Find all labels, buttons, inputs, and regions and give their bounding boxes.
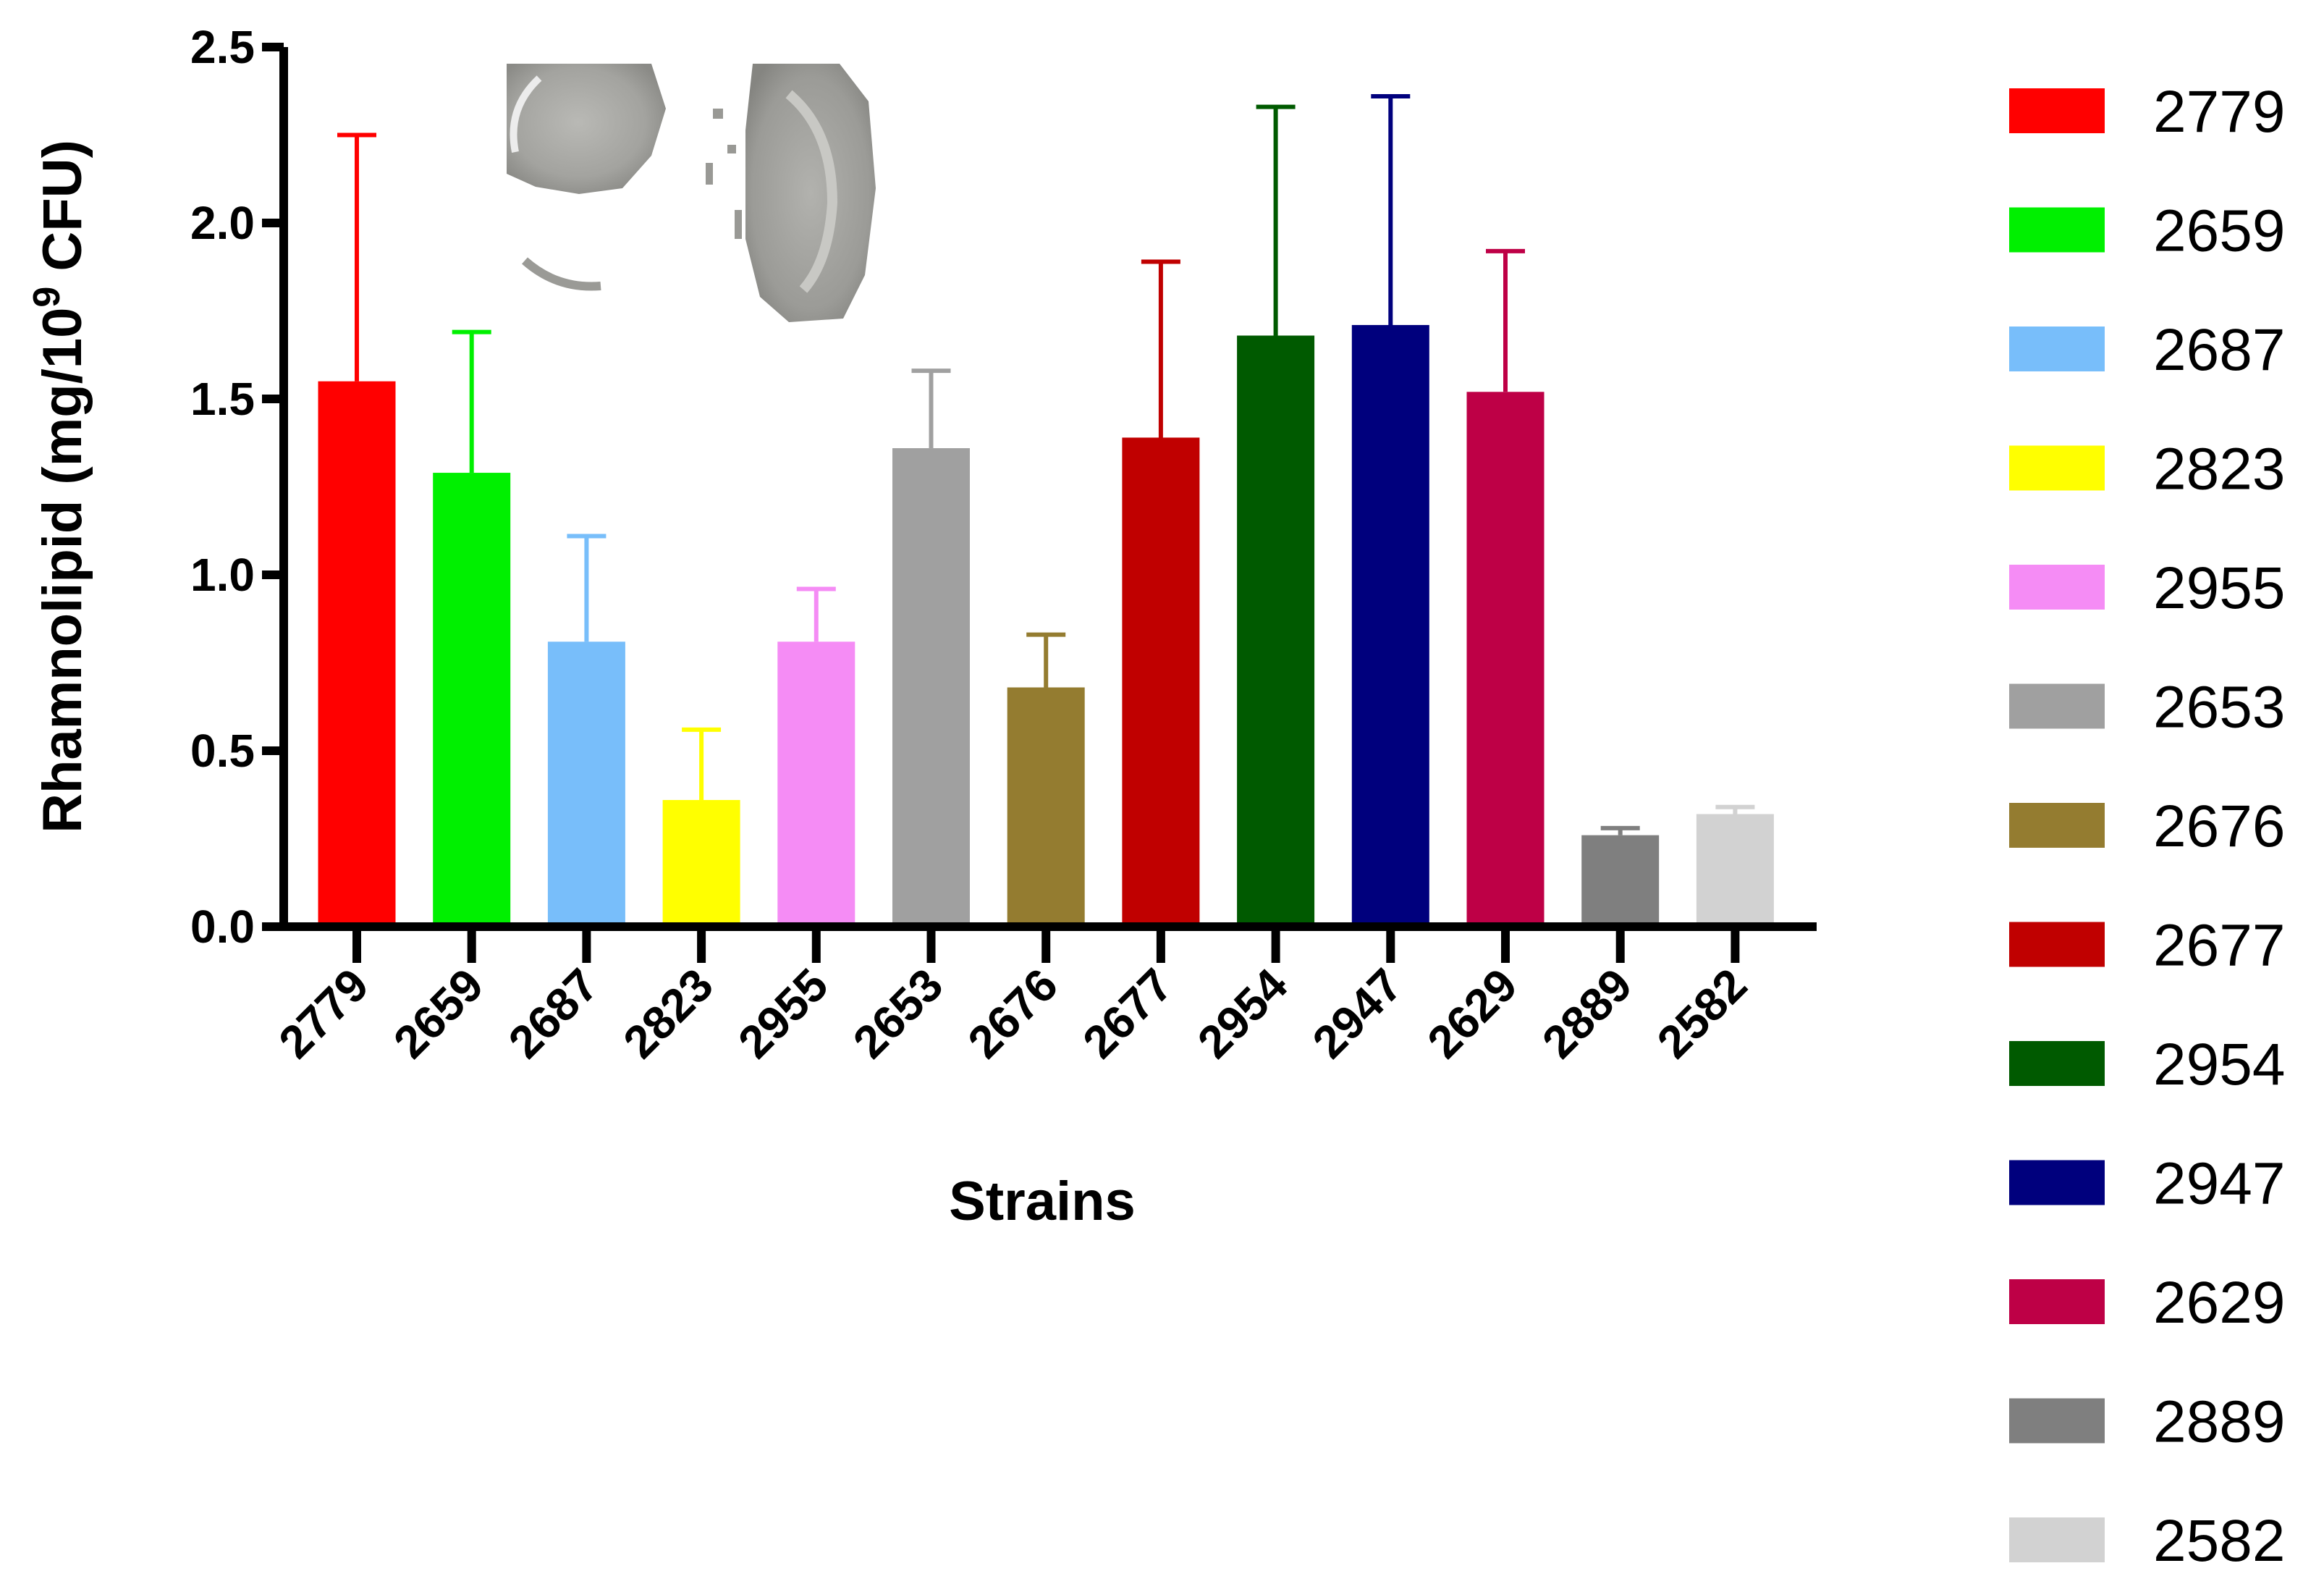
bar-2659 [433,473,511,927]
x-tick-label: 2677 [1073,959,1183,1069]
legend-swatch-2582 [2009,1517,2105,1562]
y-axis-title: Rhamnolipid (mg/109 CFU) [26,140,93,833]
x-tick-label: 2687 [499,959,609,1069]
bar-2955 [777,641,855,927]
x-tick-label: 2779 [269,959,379,1069]
y-tick-label: 2.0 [190,197,255,249]
y-tick-label: 1.5 [190,373,255,425]
legend-label: 2677 [2153,913,2285,979]
x-tick-label: 2947 [1303,959,1413,1069]
legend-swatch-2687 [2009,327,2105,371]
legend-swatch-2676 [2009,803,2105,848]
legend-label: 2889 [2153,1389,2285,1455]
bar-2653 [892,448,970,927]
legend-label: 2582 [2153,1508,2285,1571]
bar-2889 [1581,835,1660,927]
x-tick-label: 2582 [1647,959,1757,1069]
bar-2687 [547,641,625,927]
x-axis-title: Strains [949,1171,1136,1232]
bar-2582 [1696,814,1774,927]
legend-swatch-2779 [2009,88,2105,133]
legend-swatch-2659 [2009,207,2105,253]
bar-2823 [662,800,740,927]
legend-swatch-2954 [2009,1041,2105,1086]
x-tick-label: 2653 [843,959,953,1069]
bar-2954 [1237,335,1315,927]
x-tick-label: 2659 [384,959,494,1069]
legend-label: 2687 [2153,317,2285,383]
bar-2676 [1007,687,1085,927]
legend-swatch-2677 [2009,922,2105,967]
legend-swatch-2947 [2009,1160,2105,1205]
legend-label: 2823 [2153,437,2285,502]
inset-plate-image [507,64,876,322]
legend-swatch-2955 [2009,565,2105,610]
bar-2947 [1351,324,1429,927]
y-tick-label: 0.5 [190,725,255,777]
legend-swatch-2823 [2009,445,2105,491]
legend-label: 2779 [2153,79,2285,145]
y-tick-label: 0.0 [190,901,255,953]
legend-label: 2955 [2153,555,2285,621]
legend-label: 2676 [2153,793,2285,859]
x-tick-label: 2629 [1417,959,1527,1069]
legend-label: 2653 [2153,675,2285,741]
x-tick-label: 2955 [728,959,838,1069]
legend-label: 2954 [2153,1032,2285,1098]
bar-2677 [1122,437,1200,927]
legend-swatch-2629 [2009,1279,2105,1324]
y-tick-label: 1.0 [190,549,255,601]
legend-label: 2629 [2153,1270,2285,1336]
x-tick-label: 2954 [1188,959,1298,1069]
legend-swatch-2653 [2009,683,2105,729]
x-tick-label: 2823 [613,959,723,1069]
legend-label: 2947 [2153,1151,2285,1217]
y-tick-label: 2.5 [190,21,255,73]
bar-2629 [1466,392,1545,927]
legend-swatch-2889 [2009,1398,2105,1444]
legend-label: 2659 [2153,198,2285,264]
bar-2779 [318,381,396,927]
x-tick-label: 2889 [1532,959,1642,1069]
x-tick-label: 2676 [958,959,1068,1069]
